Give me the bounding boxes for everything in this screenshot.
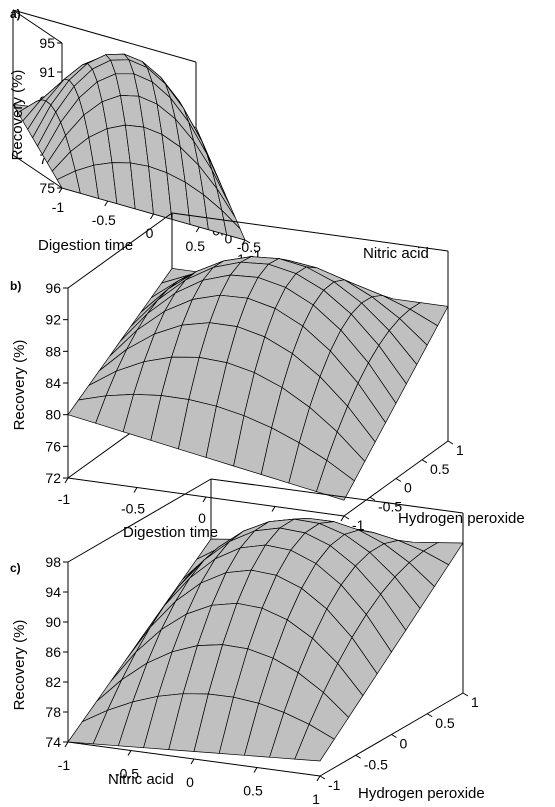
panel-label: b)	[10, 279, 21, 293]
y-axis-title: Hydrogen peroxide	[398, 510, 525, 527]
x-tick-mark	[104, 200, 109, 207]
y-tick-label: 0	[225, 231, 233, 247]
z-axis-title: Recovery (%)	[11, 340, 28, 431]
x-tick-mark	[127, 750, 132, 756]
z-tick-label: 72	[45, 470, 61, 486]
top-left-edge	[67, 212, 173, 289]
y-tick-label: -0.5	[237, 239, 261, 255]
z-tick-label: 76	[45, 438, 61, 454]
z-tick-label: 82	[45, 674, 61, 690]
x-tick-mark	[253, 767, 258, 773]
z-tick-label: 96	[45, 280, 61, 296]
surface-patch	[315, 459, 355, 501]
z-tick-label: 80	[45, 407, 61, 423]
y-tick-label: -0.5	[364, 756, 388, 772]
x-tick-label: 0	[186, 774, 194, 790]
x-tick-mark	[190, 758, 195, 765]
y-tick-mark	[447, 440, 454, 445]
x-tick-mark	[64, 477, 69, 484]
chart-panel-2: b)72768084889296-1-0.500.51-1-0.500.51Re…	[10, 212, 525, 545]
z-tick-label: 92	[45, 312, 61, 328]
x-tick-label: -0.5	[121, 501, 145, 517]
y-tick-mark	[395, 478, 402, 482]
y-tick-mark	[369, 496, 376, 501]
panel-label: a)	[10, 7, 21, 21]
chart-panel-3: c) 74 78 82 86 90 94 98 -1 -0.5 0 0.5 1 -1 -0.5 0 0.5 1 Re…	[10, 478, 485, 807]
y-tick-mark	[343, 515, 350, 520]
x-tick-label: -0.5	[115, 766, 139, 782]
chart-panel-1: a)757983879195-1-0.500.51-1-0.500.51Reco…	[9, 7, 429, 267]
y-tick-label: 0	[400, 736, 408, 752]
y-tick-label: 0	[404, 480, 412, 496]
x-tick-label: -1	[52, 199, 65, 215]
top-left-edge	[12, 9, 63, 44]
back-top-edge	[12, 9, 197, 63]
x-tick-label: 0.5	[243, 783, 263, 799]
z-tick-label: 74	[45, 734, 61, 750]
surface-mesh	[67, 517, 464, 762]
y-tick-mark	[462, 692, 469, 697]
surface-patch	[221, 209, 246, 241]
y-tick-mark	[391, 734, 397, 738]
x-axis-title: Nitric acid	[108, 771, 174, 788]
x-tick-mark	[271, 506, 276, 512]
y-axis-title: Hydrogen peroxide	[358, 785, 485, 802]
x-axis-title: Digestion time	[38, 237, 133, 254]
z-tick-label: 86	[45, 644, 61, 660]
x-tick-mark	[64, 741, 69, 748]
z-tick-label: 88	[45, 343, 61, 359]
panel-label: c)	[10, 561, 21, 575]
z-tick-label: 84	[45, 375, 61, 391]
y-tick-mark	[355, 754, 362, 759]
z-tick-label: 78	[45, 704, 61, 720]
y-tick-mark	[421, 459, 428, 464]
y-axis-title: Nitric acid	[363, 245, 429, 262]
y-tick-mark	[244, 239, 251, 244]
x-tick-mark	[340, 515, 345, 522]
x-tick-label: -0.5	[92, 212, 116, 228]
x-tick-mark	[150, 213, 154, 220]
back-top-edge	[171, 212, 449, 252]
y-tick-label: 1	[471, 694, 479, 710]
y-tick-mark	[426, 713, 433, 718]
x-tick-mark	[195, 226, 200, 233]
y-tick-label: 1	[456, 442, 464, 458]
x-tick-mark	[241, 239, 246, 246]
x-tick-label: 1	[312, 791, 320, 807]
y-tick-mark	[319, 775, 326, 780]
x-tick-mark	[133, 487, 138, 493]
z-tick-label: 90	[45, 614, 61, 630]
x-tick-mark	[202, 496, 207, 503]
x-tick-label: -1	[58, 757, 71, 773]
x-tick-label: 0.5	[186, 238, 206, 254]
y-tick-label: -1	[328, 777, 341, 793]
z-axis-title: Recovery (%)	[11, 620, 28, 711]
y-tick-label: 0.5	[430, 461, 450, 477]
z-tick-label: 91	[39, 64, 55, 80]
x-tick-mark	[58, 187, 63, 194]
surface-patch	[294, 723, 335, 762]
top-left-edge	[67, 478, 212, 563]
x-tick-label: 0	[146, 225, 154, 241]
back-top-edge	[210, 478, 464, 514]
x-axis-title: Digestion time	[123, 524, 218, 541]
floor-edge	[12, 154, 63, 189]
z-tick-label: 94	[45, 584, 61, 600]
surface-mesh	[67, 256, 449, 501]
z-tick-label: 98	[45, 554, 61, 570]
surface-mesh	[12, 53, 246, 241]
y-tick-label: 0.5	[435, 715, 455, 731]
z-tick-label: 95	[39, 35, 55, 51]
x-tick-label: -1	[58, 491, 71, 507]
x-tick-mark	[316, 775, 321, 782]
z-tick-label: 75	[39, 180, 55, 196]
z-axis-title: Recovery (%)	[9, 70, 26, 161]
x-tick-label: 0	[198, 510, 206, 526]
